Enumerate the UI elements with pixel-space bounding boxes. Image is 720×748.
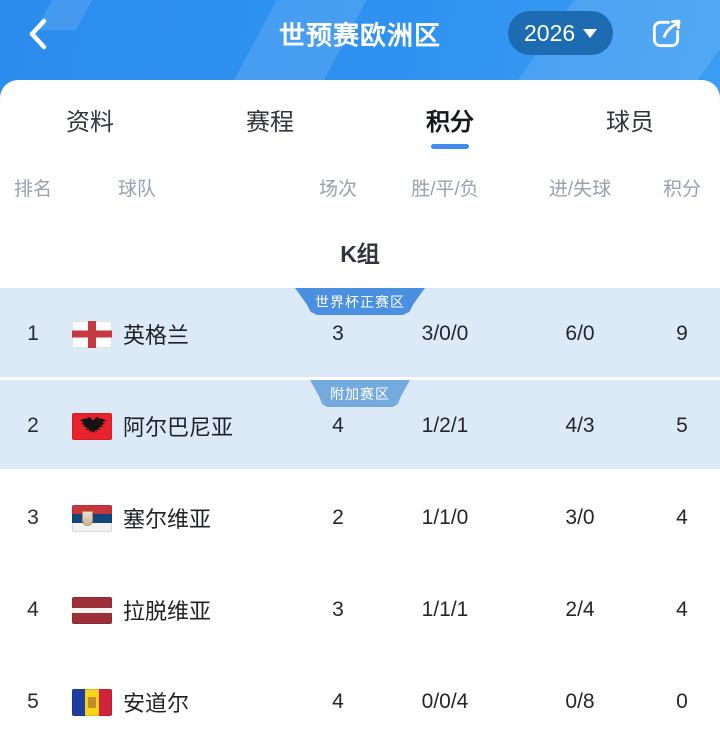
column-header-points: 积分 — [662, 178, 701, 200]
rank-cell: 2 — [27, 414, 39, 437]
team-name: 塞尔维亚 — [123, 507, 212, 532]
world-cup-zone-badge: 世界杯正赛区 — [295, 288, 425, 315]
column-header-wdl: 胜/平/负 — [411, 178, 479, 200]
column-header-played: 场次 — [318, 178, 357, 200]
table-row[interactable]: 附加赛区 2 阿尔巴尼亚 4 1/2/1 4/3 5 — [0, 380, 720, 472]
rank-cell: 3 — [27, 506, 39, 529]
team-name: 英格兰 — [123, 323, 190, 348]
albania-flag-icon — [72, 412, 112, 440]
table-row[interactable]: 3 塞尔维亚 2 1/1/0 3/0 4 — [0, 472, 720, 564]
playoff-zone-badge: 附加赛区 — [310, 380, 410, 407]
table-row[interactable]: 世界杯正赛区 1 英格兰 3 3/0/0 6/0 9 — [0, 288, 720, 380]
team-cell: 拉脱维亚 — [66, 594, 290, 626]
share-button[interactable] — [640, 12, 692, 56]
column-header-team: 球队 — [66, 174, 290, 201]
tab-赛程[interactable]: 赛程 — [246, 108, 294, 136]
played-cell: 3 — [332, 322, 344, 345]
tab-球员[interactable]: 球员 — [606, 108, 654, 136]
points-cell: 0 — [676, 690, 688, 713]
played-cell: 4 — [332, 690, 344, 713]
points-cell: 4 — [676, 598, 688, 621]
win-draw-loss-cell: 1/1/1 — [421, 598, 469, 621]
rank-cell: 5 — [27, 690, 39, 713]
win-draw-loss-cell: 3/0/0 — [421, 322, 469, 345]
win-draw-loss-cell: 1/2/1 — [421, 414, 469, 437]
year-selector-dropdown[interactable]: 2026 — [508, 11, 614, 55]
england-flag-icon — [72, 320, 112, 348]
tab-积分[interactable]: 积分 — [360, 80, 540, 158]
caret-down-icon — [583, 28, 598, 38]
group-title: K组 — [340, 241, 380, 267]
team-cell: 阿尔巴尼亚 — [66, 410, 290, 442]
year-selector-value: 2026 — [524, 19, 576, 46]
team-name: 阿尔巴尼亚 — [123, 415, 234, 440]
rank-cell: 4 — [27, 598, 39, 621]
played-cell: 3 — [332, 598, 344, 621]
tab-资料[interactable]: 资料 — [66, 108, 114, 136]
played-cell: 4 — [332, 414, 344, 437]
goals-for-against-cell: 0/8 — [565, 690, 595, 713]
latvia-flag-icon — [72, 596, 112, 624]
team-name: 拉脱维亚 — [123, 599, 212, 624]
share-icon — [652, 19, 681, 48]
win-draw-loss-cell: 1/1/0 — [421, 506, 469, 529]
team-cell: 安道尔 — [66, 686, 290, 718]
back-button[interactable] — [16, 12, 60, 56]
table-row[interactable]: 4 拉脱维亚 3 1/1/1 2/4 4 — [0, 564, 720, 656]
column-header-rank: 排名 — [13, 178, 52, 200]
points-cell: 9 — [676, 322, 688, 345]
column-header-team-label: 球队 — [118, 178, 157, 200]
content-card: 资料 赛程 积分 球员 排名 球队 场次 胜/平/负 进/失球 积分 K组 世界杯正赛区 1 英格兰… — [0, 80, 720, 748]
team-cell: 英格兰 — [66, 318, 290, 350]
points-cell: 5 — [676, 414, 688, 437]
serbia-flag-icon — [72, 504, 112, 532]
win-draw-loss-cell: 0/0/4 — [421, 690, 469, 713]
page-title: 世预赛欧洲区 — [278, 20, 442, 51]
team-name: 安道尔 — [123, 691, 190, 716]
goals-for-against-cell: 4/3 — [565, 414, 595, 437]
played-cell: 2 — [332, 506, 344, 529]
tab-bar: 资料 赛程 积分 球员 — [0, 80, 720, 158]
team-cell: 塞尔维亚 — [66, 502, 290, 534]
rank-cell: 1 — [27, 322, 39, 345]
points-cell: 4 — [676, 506, 688, 529]
andorra-flag-icon — [72, 688, 112, 716]
goals-for-against-cell: 6/0 — [565, 322, 595, 345]
goals-for-against-cell: 2/4 — [565, 598, 595, 621]
table-header-row: 排名 球队 场次 胜/平/负 进/失球 积分 — [0, 158, 720, 216]
column-header-goals: 进/失球 — [548, 178, 612, 200]
table-row[interactable]: 5 安道尔 4 0/0/4 0/8 0 — [0, 656, 720, 748]
standings-rows: 世界杯正赛区 1 英格兰 3 3/0/0 6/0 9 附加赛区 2 阿尔巴尼亚 4 1/2/1 4/3 5… — [0, 288, 720, 748]
back-chevron-icon — [29, 18, 47, 50]
goals-for-against-cell: 3/0 — [565, 506, 595, 529]
